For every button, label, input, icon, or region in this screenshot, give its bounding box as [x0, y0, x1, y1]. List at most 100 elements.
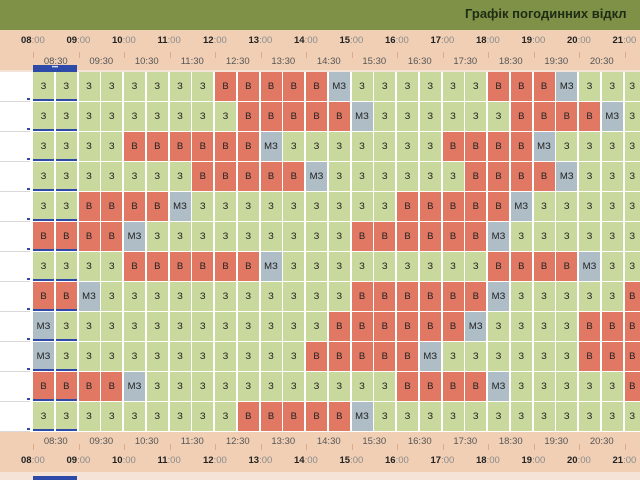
schedule-cell[interactable]: З	[283, 282, 305, 311]
schedule-cell[interactable]: В	[237, 252, 259, 281]
schedule-cell[interactable]: З	[374, 72, 396, 101]
schedule-cell[interactable]: З	[101, 282, 123, 311]
schedule-cell[interactable]: З	[533, 192, 555, 221]
schedule-cell[interactable]: З	[556, 132, 578, 161]
schedule-cell[interactable]: З	[283, 252, 305, 281]
schedule-cell[interactable]: З	[601, 72, 623, 101]
schedule-cell[interactable]: З	[533, 312, 555, 341]
schedule-cell[interactable]: З	[374, 102, 396, 131]
schedule-cell[interactable]: З	[283, 192, 305, 221]
schedule-cell[interactable]: В	[124, 252, 145, 281]
schedule-cell[interactable]: З	[419, 102, 441, 131]
schedule-cell[interactable]: МЗ	[488, 282, 509, 311]
schedule-cell[interactable]: З	[306, 252, 327, 281]
schedule-cell[interactable]: В	[465, 222, 487, 251]
schedule-cell[interactable]: В	[124, 192, 145, 221]
schedule-cell[interactable]: В	[146, 132, 168, 161]
schedule-cell[interactable]: З	[33, 252, 54, 281]
schedule-cell[interactable]: З	[192, 342, 214, 371]
schedule-cell[interactable]: З	[374, 372, 396, 401]
schedule-cell[interactable]: З	[169, 402, 191, 431]
schedule-cell[interactable]: В	[374, 282, 396, 311]
schedule-cell[interactable]: В	[579, 312, 600, 341]
schedule-cell[interactable]: З	[33, 102, 54, 131]
schedule-cell[interactable]: З	[215, 222, 236, 251]
schedule-cell[interactable]: В	[510, 162, 532, 191]
schedule-cell[interactable]: В	[419, 222, 441, 251]
schedule-cell[interactable]: З	[601, 252, 623, 281]
schedule-cell[interactable]: В	[465, 372, 487, 401]
schedule-cell[interactable]: З	[510, 312, 532, 341]
schedule-cell[interactable]: В	[419, 282, 441, 311]
schedule-cell[interactable]: В	[55, 372, 77, 401]
schedule-cell[interactable]: З	[169, 222, 191, 251]
schedule-cell[interactable]: З	[419, 252, 441, 281]
schedule-cell[interactable]: В	[624, 312, 640, 341]
schedule-cell[interactable]: З	[260, 312, 282, 341]
schedule-cell[interactable]: З	[192, 312, 214, 341]
schedule-cell[interactable]: З	[78, 342, 100, 371]
schedule-cell[interactable]: З	[328, 372, 350, 401]
schedule-cell[interactable]: МЗ	[33, 342, 54, 371]
schedule-cell[interactable]: З	[215, 372, 236, 401]
schedule-cell[interactable]: В	[78, 372, 100, 401]
schedule-cell[interactable]: З	[146, 222, 168, 251]
schedule-cell[interactable]: В	[465, 132, 487, 161]
schedule-cell[interactable]: В	[397, 282, 418, 311]
schedule-cell[interactable]: МЗ	[533, 132, 555, 161]
schedule-cell[interactable]: З	[215, 312, 236, 341]
schedule-cell[interactable]: З	[78, 102, 100, 131]
schedule-cell[interactable]: З	[260, 342, 282, 371]
schedule-cell[interactable]: В	[351, 312, 373, 341]
schedule-cell[interactable]: З	[101, 342, 123, 371]
schedule-cell[interactable]: В	[579, 102, 600, 131]
schedule-cell[interactable]: В	[397, 312, 418, 341]
schedule-cell[interactable]: З	[601, 132, 623, 161]
schedule-cell[interactable]: З	[579, 132, 600, 161]
schedule-cell[interactable]: З	[351, 132, 373, 161]
schedule-cell[interactable]: З	[55, 72, 77, 101]
schedule-cell[interactable]: В	[465, 192, 487, 221]
schedule-cell[interactable]: МЗ	[328, 72, 350, 101]
schedule-cell[interactable]: В	[283, 102, 305, 131]
schedule-cell[interactable]: В	[465, 162, 487, 191]
schedule-cell[interactable]: З	[215, 102, 236, 131]
schedule-cell[interactable]: В	[533, 252, 555, 281]
schedule-cell[interactable]: З	[306, 132, 327, 161]
schedule-cell[interactable]: МЗ	[488, 372, 509, 401]
schedule-cell[interactable]: В	[510, 102, 532, 131]
schedule-cell[interactable]: З	[465, 102, 487, 131]
schedule-cell[interactable]: З	[55, 102, 77, 131]
schedule-cell[interactable]: В	[237, 132, 259, 161]
schedule-cell[interactable]: В	[283, 162, 305, 191]
schedule-cell[interactable]: З	[419, 132, 441, 161]
schedule-cell[interactable]: З	[442, 102, 464, 131]
schedule-cell[interactable]: В	[33, 222, 54, 251]
schedule-cell[interactable]: В	[488, 162, 509, 191]
schedule-cell[interactable]: З	[169, 72, 191, 101]
schedule-cell[interactable]: З	[624, 132, 640, 161]
schedule-cell[interactable]: З	[442, 402, 464, 431]
schedule-cell[interactable]: З	[78, 312, 100, 341]
schedule-cell[interactable]: З	[601, 192, 623, 221]
schedule-cell[interactable]: В	[397, 222, 418, 251]
schedule-cell[interactable]: З	[192, 282, 214, 311]
schedule-cell[interactable]: З	[374, 162, 396, 191]
schedule-cell[interactable]: З	[374, 252, 396, 281]
schedule-cell[interactable]: З	[55, 252, 77, 281]
schedule-cell[interactable]: З	[237, 192, 259, 221]
schedule-cell[interactable]: МЗ	[488, 222, 509, 251]
schedule-cell[interactable]: З	[237, 372, 259, 401]
schedule-cell[interactable]: З	[55, 402, 77, 431]
schedule-cell[interactable]: В	[237, 102, 259, 131]
schedule-cell[interactable]: В	[328, 402, 350, 431]
schedule-cell[interactable]: З	[124, 102, 145, 131]
schedule-cell[interactable]: В	[624, 342, 640, 371]
schedule-cell[interactable]: З	[556, 312, 578, 341]
schedule-cell[interactable]: З	[419, 402, 441, 431]
schedule-cell[interactable]: З	[556, 342, 578, 371]
schedule-cell[interactable]: З	[306, 282, 327, 311]
schedule-cell[interactable]: МЗ	[169, 192, 191, 221]
schedule-cell[interactable]: В	[124, 132, 145, 161]
schedule-cell[interactable]: З	[283, 342, 305, 371]
